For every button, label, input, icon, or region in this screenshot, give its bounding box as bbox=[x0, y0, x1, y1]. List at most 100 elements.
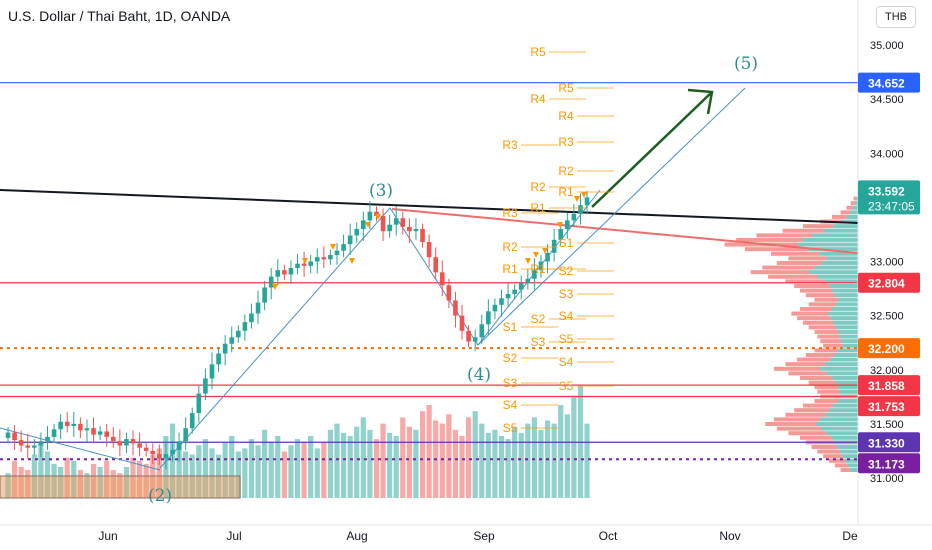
wave-label: (3) bbox=[369, 181, 393, 201]
candle-body bbox=[51, 429, 57, 437]
price-badge-label: 33.592 bbox=[868, 184, 905, 198]
profile-bar-down bbox=[744, 247, 808, 252]
candle-body bbox=[505, 293, 511, 299]
profile-bar-down bbox=[802, 320, 834, 325]
profile-bar-down bbox=[814, 385, 839, 390]
volume-bar bbox=[413, 429, 419, 498]
profile-bar-up bbox=[844, 458, 858, 463]
candle-body bbox=[413, 229, 419, 232]
profile-bar-down bbox=[768, 274, 818, 279]
profile-bar-up bbox=[854, 201, 858, 206]
profile-bar-down bbox=[788, 256, 827, 261]
candle-body bbox=[518, 283, 524, 290]
profile-bar-down bbox=[808, 325, 836, 330]
candle-body bbox=[32, 445, 37, 448]
candle-body bbox=[472, 337, 478, 342]
pivot-label: R2 bbox=[502, 240, 518, 254]
volume-bar bbox=[242, 448, 248, 498]
volume-bar bbox=[538, 429, 544, 498]
candle-body bbox=[420, 229, 425, 243]
volume-bar bbox=[248, 439, 255, 498]
candle-body bbox=[321, 257, 327, 260]
pivot-label: S2 bbox=[559, 264, 574, 278]
profile-bar-up bbox=[818, 251, 858, 256]
profile-bar-down bbox=[817, 334, 840, 339]
descending-trendline bbox=[391, 208, 859, 254]
profile-bar-down bbox=[853, 196, 857, 201]
profile-bar-down bbox=[814, 329, 839, 334]
profile-bar-up bbox=[825, 412, 858, 417]
profile-bar-up bbox=[831, 435, 858, 440]
volume-bar bbox=[202, 439, 208, 498]
y-tick-label: 32.000 bbox=[870, 365, 904, 377]
candle-body bbox=[5, 432, 11, 438]
profile-bar-up bbox=[833, 224, 858, 229]
volume-bar bbox=[525, 423, 531, 498]
time-axis: Jun Jul Aug Sep Oct Nov De bbox=[0, 524, 932, 543]
candle-body bbox=[341, 244, 346, 251]
profile-bar-up bbox=[835, 325, 858, 330]
volume-bar bbox=[558, 405, 564, 498]
volume-bar bbox=[426, 405, 432, 498]
projection-arrow bbox=[591, 91, 713, 208]
volume-bar bbox=[439, 423, 445, 498]
volume-bar bbox=[446, 414, 452, 498]
price-badge-label: 31.753 bbox=[868, 400, 905, 414]
volume-bar bbox=[176, 442, 182, 498]
pivot-label: S2 bbox=[531, 312, 546, 326]
volume-bar bbox=[518, 432, 524, 498]
pivot-label: R4 bbox=[530, 92, 546, 106]
profile-bar-down bbox=[840, 467, 851, 472]
candle-body bbox=[545, 252, 550, 262]
profile-bar-down bbox=[762, 265, 815, 270]
candle-body bbox=[268, 276, 274, 288]
profile-bar-down bbox=[805, 293, 835, 298]
pivot-label: S3 bbox=[531, 335, 546, 349]
profile-bar-up bbox=[847, 463, 858, 468]
currency-button[interactable]: THB bbox=[876, 6, 916, 28]
price-badge bbox=[858, 272, 920, 293]
volume-bar bbox=[321, 442, 327, 498]
candle-body bbox=[439, 272, 445, 286]
horizontal-levels bbox=[0, 82, 858, 461]
volume-bar bbox=[347, 436, 353, 498]
pivot-label: S5 bbox=[503, 421, 518, 435]
profile-bar-down bbox=[773, 366, 821, 371]
profile-bar-down bbox=[808, 302, 836, 307]
price-badge-label: 31.173 bbox=[868, 457, 905, 471]
profile-bar-up bbox=[839, 449, 858, 454]
profile-bar-up bbox=[856, 196, 858, 201]
price-badge bbox=[858, 453, 920, 474]
sell-signal-marker bbox=[302, 258, 308, 264]
profile-bar-up bbox=[825, 362, 858, 367]
candle-body bbox=[64, 421, 70, 427]
profile-bar-down bbox=[797, 316, 831, 321]
candle-body bbox=[216, 353, 221, 365]
volume-bar bbox=[44, 451, 51, 498]
x-tick-label: Aug bbox=[346, 529, 367, 543]
candle-body bbox=[525, 278, 531, 284]
profile-bar-down bbox=[791, 311, 828, 316]
profile-bar-up bbox=[833, 320, 858, 325]
profile-bar-down bbox=[820, 339, 842, 344]
profile-bar-up bbox=[837, 444, 858, 449]
volume-bar bbox=[314, 448, 320, 498]
candle-body bbox=[84, 428, 90, 431]
candle-body bbox=[137, 443, 142, 448]
volume-bar bbox=[156, 448, 162, 498]
volume-bar bbox=[327, 429, 334, 498]
candle-body bbox=[407, 226, 412, 232]
candle-body bbox=[25, 445, 31, 448]
profile-bar-up bbox=[797, 242, 858, 247]
pivot-label: R3 bbox=[502, 206, 518, 220]
profile-bar-down bbox=[788, 371, 827, 376]
candle-body bbox=[532, 270, 537, 279]
profile-bar-up bbox=[829, 408, 858, 413]
price-badge bbox=[858, 72, 920, 93]
candle-body bbox=[97, 431, 103, 435]
candle-body bbox=[209, 364, 215, 379]
volume-bar bbox=[466, 417, 472, 498]
candle-body bbox=[18, 440, 24, 446]
profile-bar-up bbox=[834, 293, 858, 298]
